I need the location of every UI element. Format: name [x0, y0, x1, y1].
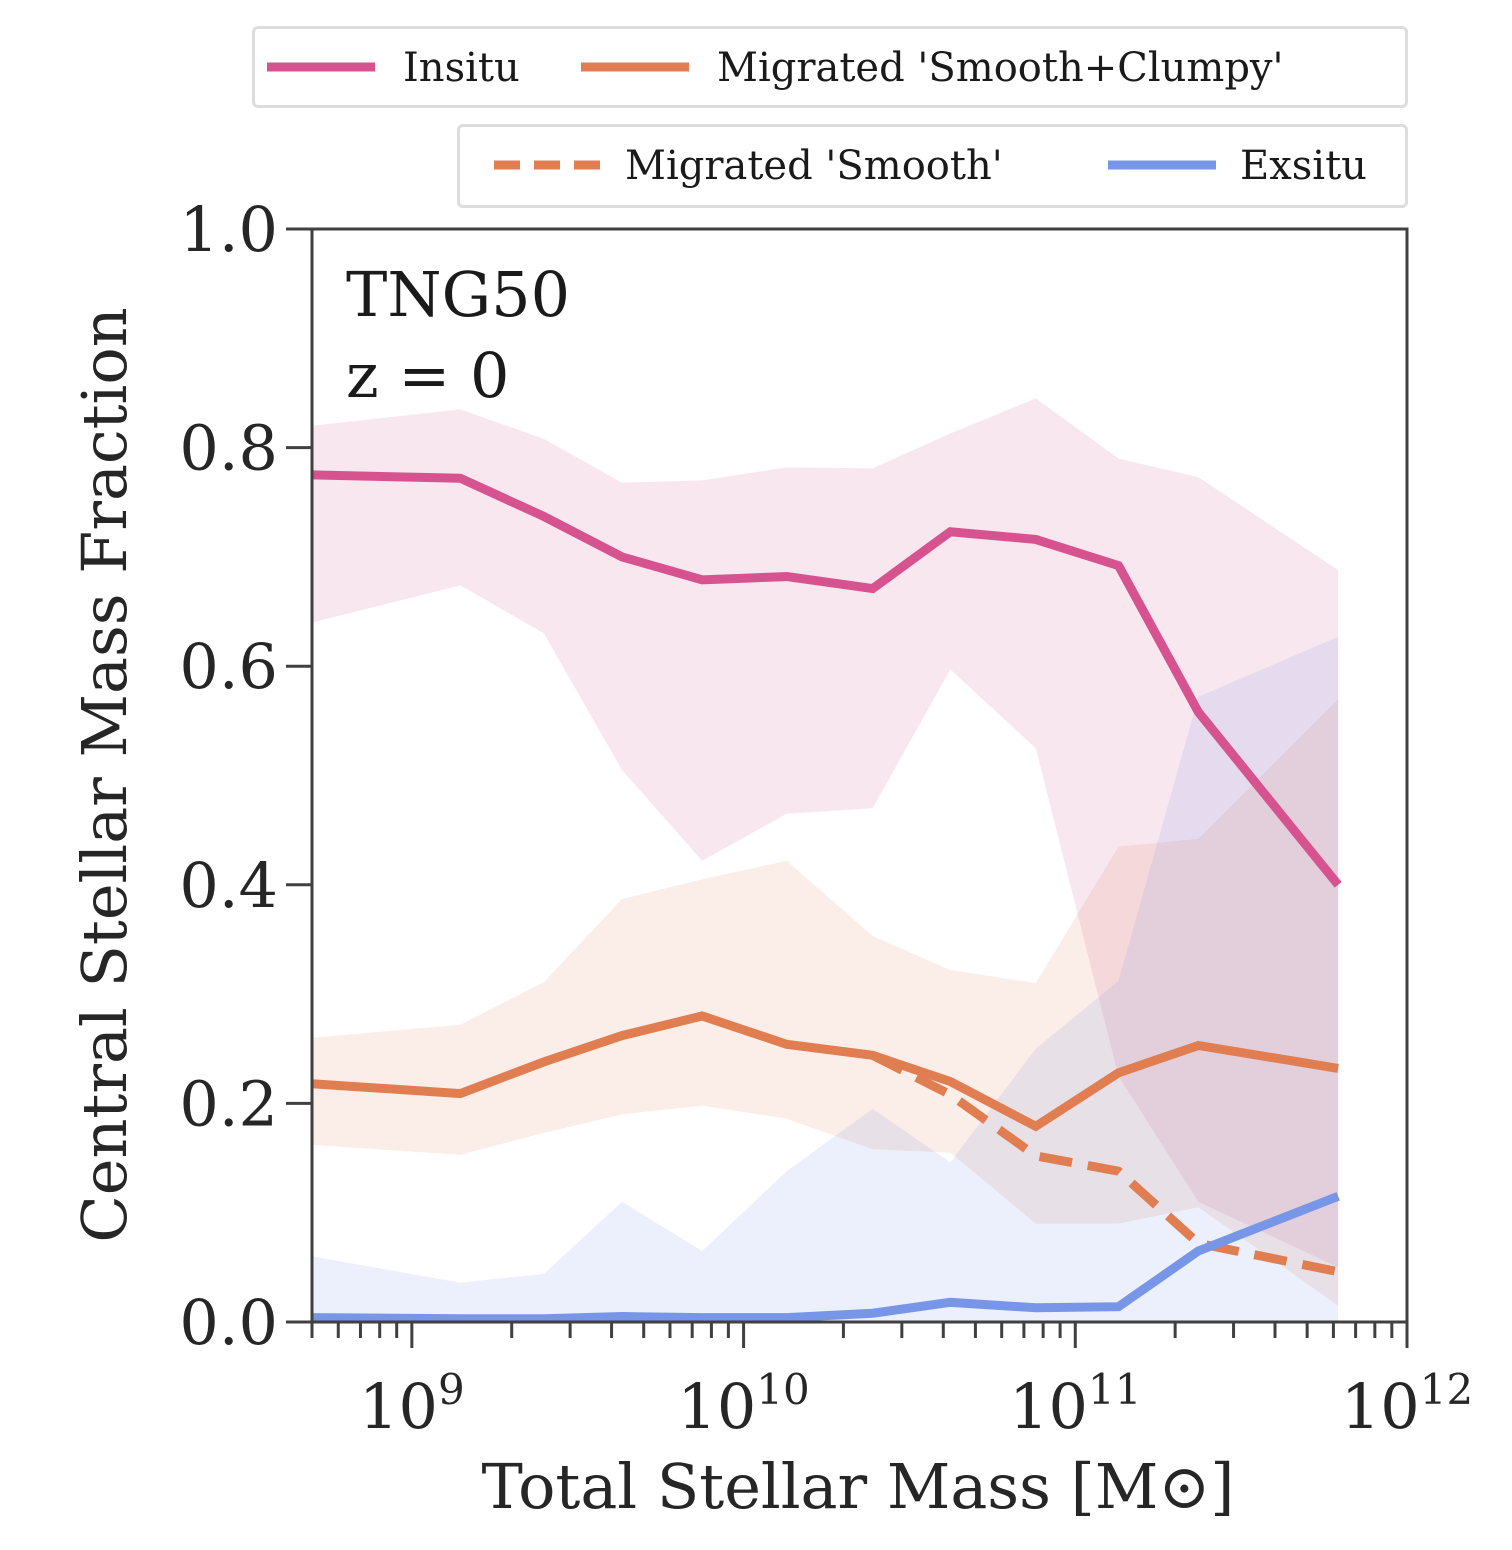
legend-label-migrated-smooth: Migrated 'Smooth': [625, 143, 1003, 189]
annotation-simulation: TNG50: [346, 258, 570, 331]
y-axis-label: Central Stellar Mass Fraction: [68, 307, 141, 1242]
x-ticks: 109 1010 1011 1012: [310, 1322, 1473, 1443]
y-tick-label: 0.4: [179, 849, 278, 922]
series-line-insitu: [311, 470, 1342, 888]
series-lines: [311, 470, 1342, 1324]
series-line-exsitu: [311, 1192, 1340, 1324]
legend-label-exsitu: Exsitu: [1240, 143, 1367, 189]
annotation-redshift: z = 0: [346, 339, 509, 412]
series-line-migrated-smooth: [870, 1051, 1340, 1277]
y-tick-label: 0.6: [179, 630, 278, 703]
y-tick-label: 1.0: [179, 193, 278, 266]
axes-frame: [310, 227, 1409, 1324]
legend-row-1: Insitu Migrated 'Smooth+Clumpy': [252, 26, 1408, 108]
legend-row-2: Migrated 'Smooth' Exsitu: [457, 124, 1408, 208]
y-tick-label: 0.8: [179, 412, 278, 485]
x-tick-label: 1011: [1009, 1365, 1141, 1443]
x-axis-label: Total Stellar Mass [M⊙]: [482, 1450, 1235, 1523]
legend-label-migrated-smooth-clumpy: Migrated 'Smooth+Clumpy': [717, 45, 1284, 91]
x-tick-label: 1010: [677, 1365, 809, 1443]
band-migrated-smooth-clumpy: [312, 698, 1339, 1306]
y-ticks: 0.0 0.2 0.4 0.6 0.8 1.0: [179, 193, 312, 1359]
band-exsitu: [312, 636, 1339, 1322]
y-tick-label: 0.0: [179, 1286, 278, 1359]
uncertainty-bands: [312, 398, 1339, 1322]
x-tick-label: 109: [359, 1365, 465, 1443]
series-line-migrated-smooth-clumpy: [311, 1011, 1339, 1132]
y-tick-label: 0.2: [179, 1067, 278, 1140]
x-tick-label: 1012: [1341, 1365, 1473, 1443]
band-insitu: [312, 398, 1339, 1268]
legend-label-insitu: Insitu: [403, 45, 520, 91]
